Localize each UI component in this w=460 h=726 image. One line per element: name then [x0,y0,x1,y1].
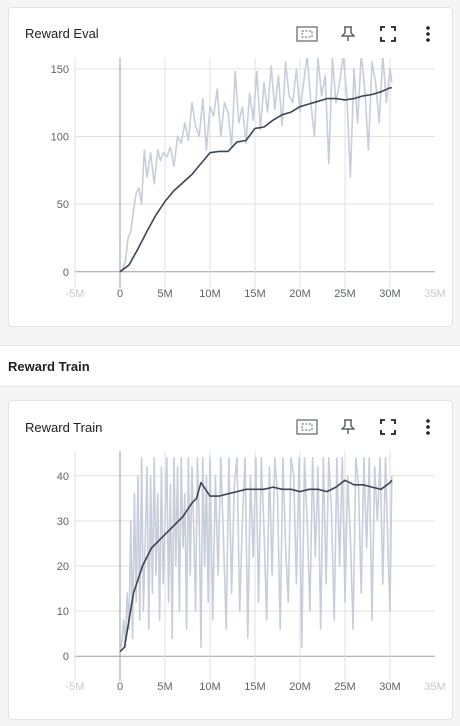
x-tick-label: 15M [244,681,265,693]
smoothed-series-line [119,479,393,653]
x-tick-label: 30M [379,288,400,300]
y-tick-label: 10 [57,606,69,618]
x-tick-label: 35M [424,288,445,300]
smoothed-series-line [119,87,392,273]
x-tick-label: 0 [117,681,123,693]
chart-title: Reward Eval [25,26,99,41]
fullscreen-button[interactable] [376,415,400,439]
y-tick-label: 30 [57,516,69,528]
chart-title: Reward Train [25,420,103,435]
more-options-button[interactable] [416,22,440,46]
chart-card-reward-train: Reward Train 0 10 20 30 40 -5M 0 5M 10M 15M 20M 25M… [8,400,453,720]
fullscreen-icon [380,26,396,42]
x-tick-label: 10M [199,288,220,300]
fit-domain-button[interactable] [295,22,319,46]
reward-train-chart[interactable]: 0 10 20 30 40 -5M 0 5M 10M 15M 20M 25M 30M 35M [9,401,454,721]
fullscreen-button[interactable] [376,22,400,46]
fit-domain-button[interactable] [295,415,319,439]
fit-domain-icon [296,419,318,435]
x-tick-label: -5M [66,681,85,693]
y-tick-label: 100 [51,131,69,143]
x-tick-label: -5M [66,288,85,300]
x-tick-label: 20M [289,681,310,693]
pin-button[interactable] [336,22,360,46]
x-tick-label: 20M [289,288,310,300]
y-tick-label: 0 [63,267,69,279]
y-tick-label: 40 [57,471,69,483]
x-tick-label: 5M [157,681,172,693]
y-tick-label: 0 [63,651,69,663]
x-tick-label: 25M [334,681,355,693]
x-tick-label: 30M [379,681,400,693]
y-tick-label: 20 [57,561,69,573]
fullscreen-icon [380,419,396,435]
x-tick-label: 5M [157,288,172,300]
more-vert-icon [426,26,430,42]
y-tick-label: 150 [51,64,69,76]
raw-series-line [119,58,393,273]
pin-icon [341,419,355,434]
raw-series-line [119,456,393,652]
fit-domain-icon [296,26,318,42]
more-options-button[interactable] [416,415,440,439]
y-tick-label: 50 [57,199,69,211]
x-tick-label: 10M [199,681,220,693]
x-tick-label: 35M [424,681,445,693]
pin-icon [341,26,355,41]
x-tick-label: 25M [334,288,355,300]
more-vert-icon [426,419,430,435]
x-tick-label: 0 [117,288,123,300]
section-header: Reward Train [0,345,460,387]
pin-button[interactable] [336,415,360,439]
section-title: Reward Train [8,359,90,374]
reward-eval-chart[interactable]: 0 50 100 150 -5M 0 5M 10M 15M 20M 25M 30M 35M [9,8,454,328]
x-tick-label: 15M [244,288,265,300]
chart-card-reward-eval: Reward Eval 0 50 100 150 -5M 0 5M 10M 15M 20M 25M 3… [8,7,453,327]
